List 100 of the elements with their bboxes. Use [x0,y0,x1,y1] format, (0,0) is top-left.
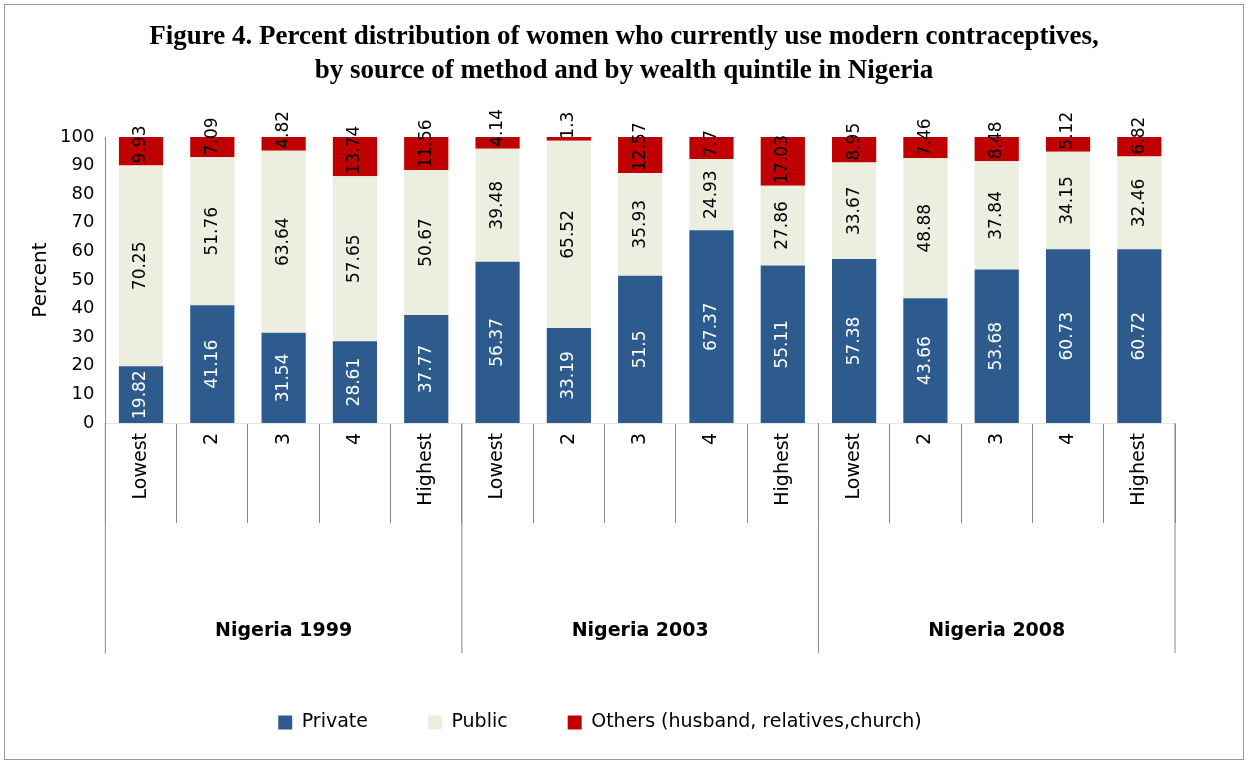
data-label: 32.46 [1127,178,1148,227]
legend-label: Others (husband, relatives,church) [591,708,922,731]
x-tick-label: 3 [627,432,650,445]
data-label: 8.48 [985,120,1006,159]
y-tick-label: 100 [60,124,95,146]
y-tick-label: 0 [82,410,95,432]
bar [261,150,306,333]
x-tick-label: 2 [199,432,222,445]
bar [1117,248,1162,423]
legend-label: Private [301,708,368,731]
x-tick-label: 2 [912,432,935,445]
bar [190,156,235,305]
data-label: 7.46 [913,117,934,156]
text: Nigeria 2003 [571,617,709,640]
data-label: 1.3 [557,111,578,139]
data-label: 65.52 [557,209,578,259]
data-label: 28.61 [343,357,364,406]
bar [475,148,520,262]
data-label: 51.5 [628,329,649,368]
x-tick-label: 4 [698,432,721,445]
data-label: 35.93 [628,199,649,249]
bar [475,261,520,423]
data-label: 60.73 [1056,311,1077,360]
bar [760,185,805,265]
text: Nigeria 1999 [215,617,353,640]
data-label: 12.57 [628,121,649,171]
x-tick-label: Lowest [841,432,864,499]
chart-title: Figure 4. Percent distribution of women who currently use modern contraceptives, by source of method and by wealth quintile in Nigeria [148,19,1100,86]
data-label: 70.25 [129,241,150,290]
data-label: 4.82 [272,110,293,149]
data-label: 48.88 [913,203,934,253]
x-tick-label: 3 [270,432,293,445]
x-tick-label: Highest [413,432,436,506]
x-tick-label: Lowest [127,432,150,499]
data-label: 37.77 [414,344,435,393]
data-label: 51.76 [200,206,221,256]
x-tick-label: Lowest [484,432,507,499]
y-tick-label: 50 [71,267,95,289]
y-axis-title: Percent [27,241,52,318]
bar [546,136,591,141]
x-tick-label: Highest [1126,432,1149,506]
data-label: 33.19 [557,350,578,400]
data-label: 19.82 [129,369,150,419]
bar [332,175,378,341]
data-label: 56.37 [485,317,506,367]
data-label: 63.64 [272,216,293,266]
data-label: 57.38 [842,316,863,365]
bar [974,160,1019,269]
bar [546,140,591,328]
bar [1045,151,1091,249]
data-label: 4.14 [485,108,506,147]
text: Nigeria 2008 [928,617,1066,640]
data-label: 67.37 [699,301,720,351]
bar [190,304,235,423]
bar [618,172,663,276]
data-label: 43.66 [913,335,934,385]
x-tick-label: 4 [1054,432,1077,445]
bar [903,297,948,423]
bar [261,332,306,423]
data-label: 41.16 [200,339,221,388]
data-label: 11.56 [414,118,435,168]
data-label: 6.82 [1127,116,1148,155]
data-label: 31.54 [272,353,293,402]
bar [1117,156,1162,249]
data-label: 34.15 [1056,175,1077,225]
x-tick-label: 2 [555,432,578,445]
y-tick-label: 70 [71,209,95,231]
y-tick-label: 90 [71,152,95,174]
data-label: 57.65 [343,233,364,283]
bar [332,340,378,423]
data-label: 13.74 [343,125,364,174]
bar [974,268,1019,423]
data-label: 27.86 [771,200,792,250]
bar [1045,248,1091,423]
bar [546,327,591,423]
data-label: 37.84 [985,190,1006,240]
bar [760,264,805,423]
data-label: 33.67 [842,185,863,235]
data-label: 8.95 [842,122,863,161]
y-tick-label: 60 [71,238,95,260]
bar [903,157,948,298]
y-tick-label: 30 [71,324,95,346]
data-label: 17.03 [771,134,792,184]
data-label: 50.67 [414,217,435,267]
data-label: 9.93 [129,125,150,163]
bar [404,314,449,423]
y-tick-label: 20 [71,352,95,374]
bar [689,229,734,423]
x-tick-label: Highest [769,432,792,506]
bar [404,169,449,315]
bar [832,258,877,423]
y-tick-label: 80 [71,181,95,203]
data-label: 53.68 [985,321,1006,371]
bar [832,162,877,259]
y-tick-label: 40 [71,295,95,317]
data-label: 24.93 [699,169,720,219]
data-label: 7.09 [200,116,221,155]
bar [618,275,663,423]
legend-label: Public [451,708,508,731]
data-label: 55.11 [771,319,792,369]
